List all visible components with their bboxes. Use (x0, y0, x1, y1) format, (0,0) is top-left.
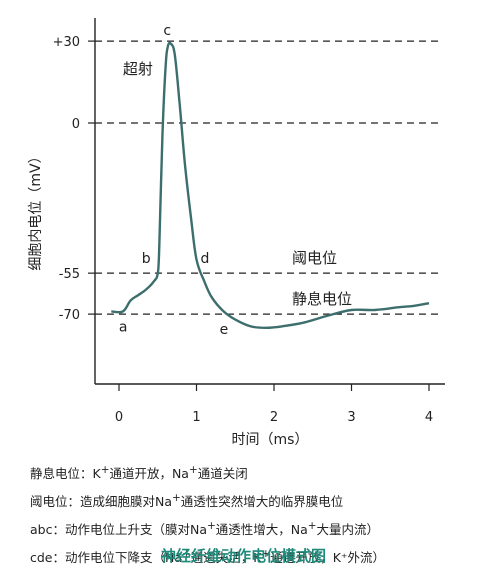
note-text: 通道失活，K (190, 550, 262, 566)
y-ticks: +30 0 -55 -70 (53, 35, 95, 323)
y-axis-title: 细胞内电位（mV） (28, 149, 44, 270)
point-label-e: e (220, 322, 229, 338)
point-labels: a b c d e (119, 23, 228, 338)
note-text: 通道关闭 (197, 466, 248, 482)
y-tick-label: -70 (59, 308, 80, 323)
note-text: cde：动作电位下降支（Na (30, 550, 183, 566)
y-tick-label: 0 (72, 117, 80, 132)
note-rising-phase: abc：动作电位上升支（膜对Na+通透性增大，Na+大量内流） (30, 514, 480, 542)
x-tick-label: 1 (192, 410, 200, 425)
membrane-potential-series (111, 41, 430, 330)
point-label-b: b (142, 251, 151, 267)
note-sup: + (206, 520, 216, 533)
note-sup: + (307, 520, 317, 533)
note-text: 通透性突然增大的临界膜电位 (180, 494, 344, 510)
note-text: 通道开放，K⁺外流） (270, 550, 385, 566)
annotations: 超射 (123, 60, 153, 78)
note-text: 静息电位：K (30, 466, 101, 482)
note-sup: + (182, 548, 191, 561)
x-tick-label: 4 (425, 410, 433, 425)
figure-caption: 神经纤维动作电位模式图 (160, 547, 326, 565)
x-tick-label: 2 (270, 410, 278, 425)
axes (94, 18, 445, 385)
note-text: abc：动作电位上升支（膜对Na (30, 522, 207, 538)
note-sup: + (188, 464, 198, 476)
reference-line-label: 静息电位 (292, 290, 352, 308)
point-label-a: a (119, 319, 128, 335)
note-text: 通透性增大，Na (215, 522, 308, 538)
x-ticks: 0 1 2 3 4 (115, 384, 433, 425)
note-text: 阈电位：造成细胞膜对Na (30, 494, 173, 510)
note-text: 通道开放，Na (109, 466, 189, 482)
x-axis-title: 时间（ms） (232, 432, 309, 448)
point-label-c: c (163, 23, 171, 39)
notes: 静息电位：K+通道开放，Na+通道关闭 阈电位：造成细胞膜对Na+通透性突然增大… (30, 458, 480, 571)
note-sup: + (172, 492, 181, 505)
note-threshold-potential: 阈电位：造成细胞膜对Na+通透性突然增大的临界膜电位 (30, 486, 480, 514)
note-text: 大量内流） (316, 522, 379, 538)
x-tick-label: 3 (347, 410, 355, 425)
note-falling-phase: cde：动作电位下降支（Na+通道失活，K+通道开放，K⁺外流） (30, 542, 480, 570)
point-label-d: d (201, 251, 210, 267)
x-tick-label: 0 (115, 410, 123, 425)
y-tick-label: +30 (53, 35, 80, 50)
note-sup: + (100, 464, 110, 476)
overshoot-label: 超射 (123, 60, 153, 78)
y-tick-label: -55 (59, 267, 80, 282)
reference-line-label: 阈电位 (292, 249, 337, 267)
note-resting-potential: 静息电位：K+通道开放，Na+通道关闭 (30, 458, 480, 486)
note-sup: + (261, 548, 271, 561)
